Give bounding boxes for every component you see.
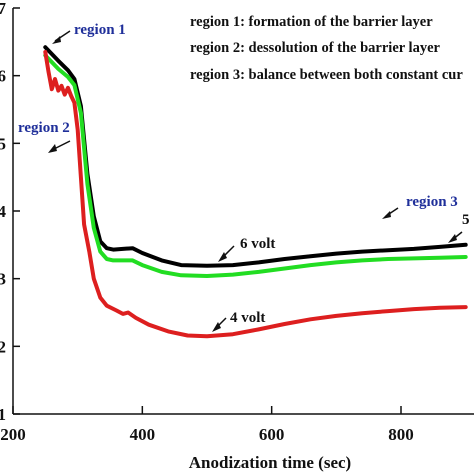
x-axis-title: Anodization time (sec) [189,453,351,472]
region2-label: region 2 [18,120,70,136]
region2-arrow [48,140,71,153]
x-tick-label: 600 [259,425,285,444]
region3-arrow [382,207,399,219]
region3-label: region 3 [406,194,458,210]
region1-label: region 1 [74,22,126,38]
series-line-5 [43,53,468,278]
note-region3: region 3: balance between both constant … [190,67,463,83]
y-tick-label: 6 [0,67,6,86]
4volt-arrow [212,317,227,332]
5-arrow [448,231,463,243]
label-5: 5 [462,212,470,228]
label-4volt: 4 volt [230,310,265,326]
y-tick-label: 7 [0,0,7,18]
series-line-4-volt [43,50,468,339]
6volt-arrow [218,245,235,262]
x-tick-label: 200 [0,425,26,444]
y-tick-label: 5 [0,134,6,153]
y-tick-label: 2 [0,337,6,356]
note-region1: region 1: formation of the barrier layer [190,14,433,30]
ticks: 200 400 600 800 1 2 3 4 5 6 7 [0,0,414,444]
y-tick-label: 3 [0,270,6,289]
x-tick-label: 800 [388,425,414,444]
series-layer [43,45,468,339]
y-tick-label: 1 [0,405,6,424]
note-region2: region 2: dessolution of the barrier lay… [190,40,441,56]
x-tick-label: 400 [130,425,156,444]
label-6volt: 6 volt [240,236,275,252]
region1-arrow [52,30,71,44]
y-tick-label: 4 [0,202,7,221]
